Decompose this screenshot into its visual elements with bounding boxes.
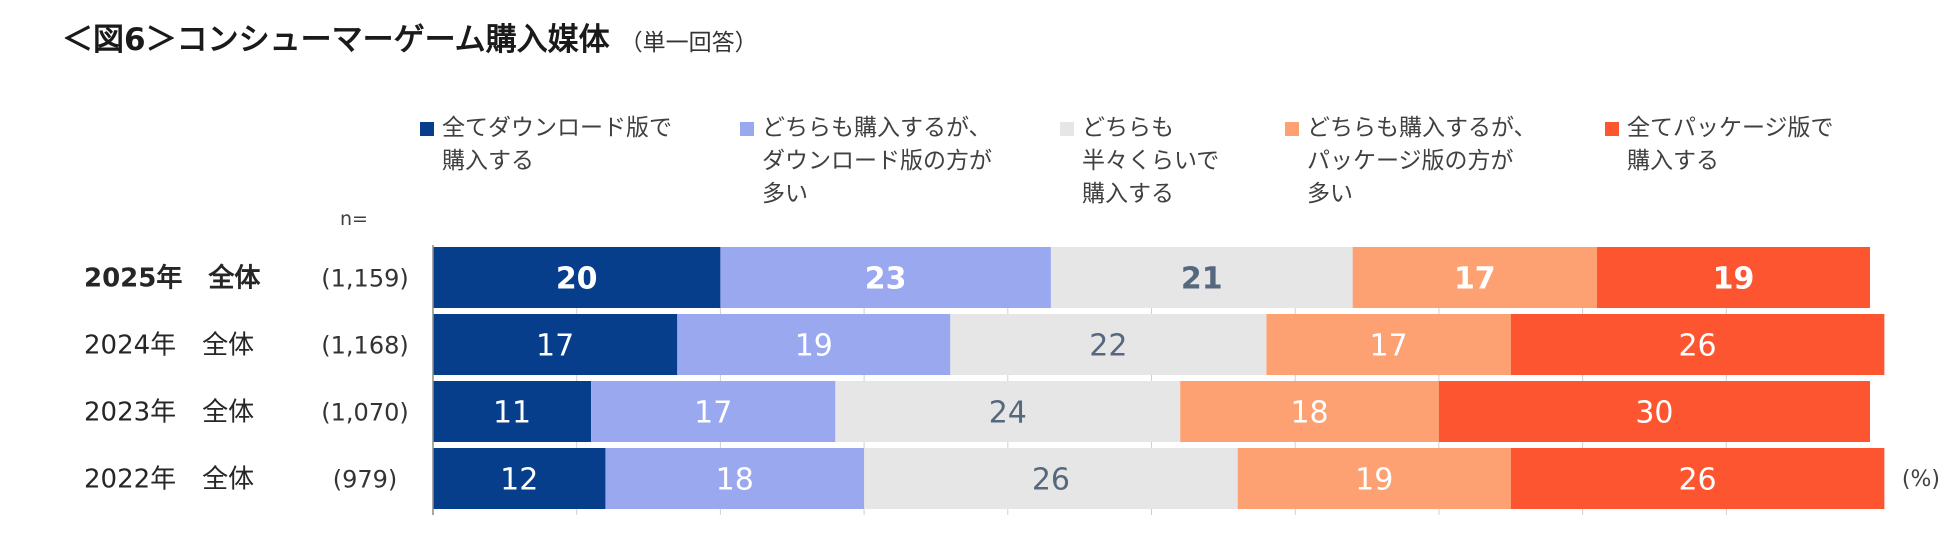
bar-segment: [950, 314, 1267, 375]
chart-title-row: ＜図6＞コンシューマーゲーム購入媒体 （単一回答）: [62, 14, 758, 59]
data-label: 19: [1713, 262, 1755, 297]
bar-segment: [835, 381, 1181, 442]
sample-size-label: (979): [333, 466, 398, 494]
data-label: 26: [1678, 329, 1716, 364]
legend-label: 全てダウンロード版で 購入する: [442, 115, 672, 174]
legend: 全てダウンロード版で 購入する どちらも購入するが、 ダウンロード版の方が 多い…: [420, 112, 1940, 212]
legend-swatch: [420, 122, 434, 136]
bar-segment: [720, 247, 1051, 308]
data-label: 19: [1355, 463, 1393, 498]
bar-segment: [677, 314, 951, 375]
unit-label: (%): [1901, 467, 1940, 492]
data-label: 17: [1454, 262, 1496, 297]
data-label: 17: [536, 329, 574, 364]
bar-segment: [433, 448, 606, 509]
bar-segment: [1180, 381, 1439, 442]
chart-title: ＜図6＞コンシューマーゲーム購入媒体: [62, 22, 610, 58]
legend-swatch: [1285, 122, 1299, 136]
bar-segment: [1438, 381, 1870, 442]
data-label: 19: [795, 329, 833, 364]
legend-swatch: [1060, 122, 1074, 136]
chart-subtitle: （単一回答）: [619, 30, 758, 56]
bar-segment: [1352, 247, 1597, 308]
data-label: 21: [1181, 262, 1223, 297]
bar-segment: [864, 448, 1238, 509]
legend-item-half-half: どちらも 半々くらいで 購入する: [1060, 112, 1219, 211]
legend-item-mostly-download: どちらも購入するが、 ダウンロード版の方が 多い: [740, 112, 992, 211]
legend-label: どちらも 半々くらいで 購入する: [1082, 115, 1220, 207]
legend-swatch: [1605, 122, 1619, 136]
legend-label: どちらも購入するが、 パッケージ版の方が 多い: [1307, 115, 1537, 207]
legend-label: 全てパッケージ版で 購入する: [1627, 115, 1834, 174]
data-label: 18: [1290, 396, 1328, 431]
bar-segment: [1237, 448, 1511, 509]
bar-segment: [1266, 314, 1511, 375]
data-label: 22: [1089, 329, 1127, 364]
data-label: 18: [716, 463, 754, 498]
data-label: 26: [1678, 463, 1716, 498]
bar-segment: [433, 247, 721, 308]
data-label: 12: [500, 463, 538, 498]
bar-segment: [1050, 247, 1353, 308]
sample-size-label: (1,168): [321, 332, 408, 360]
legend-item-mostly-package: どちらも購入するが、 パッケージ版の方が 多い: [1285, 112, 1537, 211]
bar-segment: [591, 381, 836, 442]
category-label: 2023年 全体: [84, 398, 254, 428]
legend-item-all-download: 全てダウンロード版で 購入する: [420, 112, 672, 178]
data-label: 23: [865, 262, 907, 297]
legend-label: どちらも購入するが、 ダウンロード版の方が 多い: [762, 115, 992, 207]
category-label: 2022年 全体: [84, 465, 254, 495]
sample-size-label: (1,070): [321, 399, 408, 427]
bar-segment: [433, 314, 678, 375]
data-label: 20: [556, 262, 598, 297]
data-label: 24: [989, 396, 1027, 431]
sample-size-header: n=: [340, 208, 368, 230]
bar-segment: [433, 381, 592, 442]
bar-segment: [605, 448, 865, 509]
data-label: 17: [694, 396, 732, 431]
legend-item-all-package: 全てパッケージ版で 購入する: [1605, 112, 1834, 178]
data-label: 30: [1635, 396, 1673, 431]
bar-segment: [1596, 247, 1870, 308]
category-label: 2024年 全体: [84, 331, 254, 361]
legend-swatch: [740, 122, 754, 136]
data-label: 11: [493, 396, 531, 431]
category-label: 2025年 全体: [84, 263, 261, 294]
data-label: 26: [1032, 463, 1070, 498]
sample-size-label: (1,159): [321, 265, 408, 293]
bar-segment: [1510, 448, 1885, 509]
data-label: 17: [1370, 329, 1408, 364]
bar-segment: [1510, 314, 1885, 375]
